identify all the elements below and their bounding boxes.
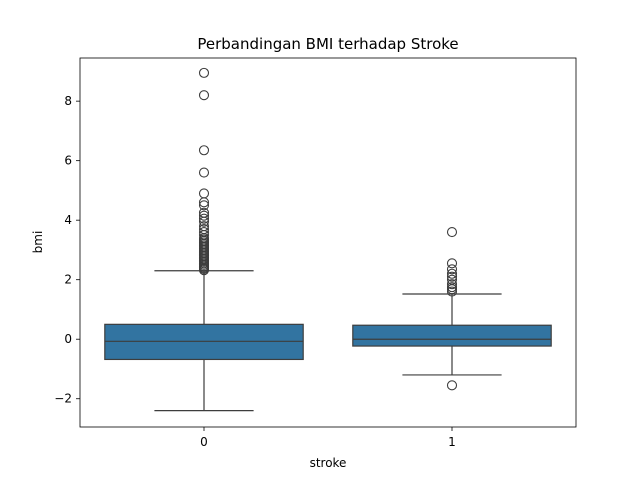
outlier-point [446, 258, 458, 269]
outlier-point [446, 268, 458, 279]
outlier-point [198, 207, 210, 218]
outlier-point [198, 167, 210, 178]
outlier-point [446, 284, 458, 295]
box-group-0 [104, 67, 304, 412]
y-axis-label: bmi [31, 231, 45, 254]
outlier-point [446, 271, 458, 282]
outlier-point [446, 286, 458, 297]
plot-frame [79, 57, 577, 428]
y-tick-label: 8 [64, 94, 72, 108]
x-tick-label: 0 [200, 435, 208, 449]
outlier-point [198, 188, 210, 199]
outlier-point [198, 224, 210, 235]
plot-area [104, 67, 552, 412]
outlier-point [446, 227, 458, 238]
outlier-point [446, 279, 458, 290]
outlier-point [446, 380, 458, 391]
outlier-point [198, 200, 210, 211]
box-group-1 [352, 227, 552, 391]
outlier-point [446, 264, 458, 275]
y-tick-label: 2 [64, 273, 72, 287]
x-tick-label: 1 [448, 435, 456, 449]
outlier-point [198, 210, 210, 221]
outlier-point [198, 67, 210, 78]
y-tick-label: 6 [64, 154, 72, 168]
outlier-point [198, 227, 210, 238]
outlier-point [198, 90, 210, 101]
y-axis: −2 0 2 4 6 8 [54, 94, 80, 406]
y-tick-label: 0 [64, 332, 72, 346]
y-tick-label: −2 [54, 392, 72, 406]
outlier-point [446, 282, 458, 293]
x-axis-label: stroke [310, 456, 347, 470]
outlier-point [198, 213, 210, 224]
iqr-box [352, 324, 552, 347]
outlier-point [198, 221, 210, 232]
chart-title: Perbandingan BMI terhadap Stroke [197, 35, 458, 53]
outlier-point [446, 274, 458, 285]
outlier-point [198, 145, 210, 156]
y-tick-label: 4 [64, 213, 72, 227]
